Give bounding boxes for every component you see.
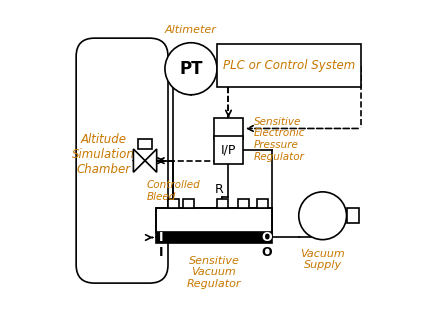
Circle shape <box>165 43 217 95</box>
Bar <box>214 118 243 139</box>
Bar <box>156 232 272 243</box>
Text: Sensitive
Electronic
Pressure
Regulator: Sensitive Electronic Pressure Regulator <box>254 117 305 162</box>
Bar <box>217 199 228 208</box>
Text: I: I <box>159 246 164 259</box>
Bar <box>214 136 243 164</box>
Bar <box>156 208 272 243</box>
Text: PLC or Control System: PLC or Control System <box>223 59 355 72</box>
FancyBboxPatch shape <box>76 38 168 283</box>
Bar <box>156 208 272 232</box>
Polygon shape <box>133 149 145 172</box>
Text: PT: PT <box>179 60 203 78</box>
Polygon shape <box>145 149 157 172</box>
Bar <box>138 138 152 149</box>
Circle shape <box>299 192 346 240</box>
Text: O: O <box>261 231 272 244</box>
Text: Sensitive
Vacuum
Regulator: Sensitive Vacuum Regulator <box>187 256 241 289</box>
Text: Controlled
Bleed: Controlled Bleed <box>147 180 201 201</box>
Bar <box>346 208 359 223</box>
Text: I: I <box>159 231 164 244</box>
Text: O: O <box>261 246 272 259</box>
Text: R: R <box>215 183 224 196</box>
Bar <box>217 44 361 87</box>
Text: Altitude
Simulation
Chamber: Altitude Simulation Chamber <box>72 133 135 176</box>
Text: Vacuum
Supply: Vacuum Supply <box>300 249 345 270</box>
Text: I/P: I/P <box>221 143 236 156</box>
Bar <box>168 199 179 208</box>
Bar <box>257 199 267 208</box>
Text: Altimeter: Altimeter <box>165 25 217 35</box>
Bar <box>183 199 194 208</box>
Bar <box>238 199 249 208</box>
